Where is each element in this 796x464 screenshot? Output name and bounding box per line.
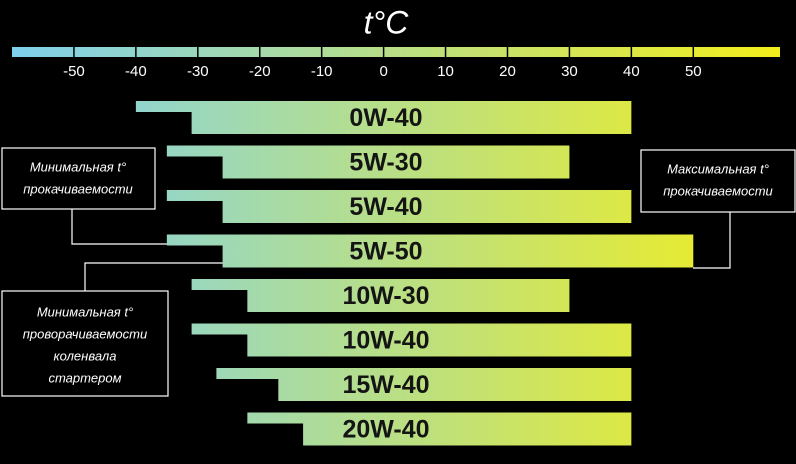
range-bar xyxy=(191,279,570,312)
x-tick-label: 20 xyxy=(499,63,516,80)
range-bar xyxy=(216,368,632,401)
x-tick-label: 50 xyxy=(685,63,702,80)
range-bar xyxy=(191,323,632,357)
x-tick-label: -40 xyxy=(125,63,147,80)
bar-label: 10W-30 xyxy=(342,282,429,310)
x-tick-label: -30 xyxy=(187,63,209,80)
x-tick-label: 40 xyxy=(623,63,640,80)
annotation-text: стартером xyxy=(48,370,121,385)
range-bar xyxy=(166,190,632,223)
range-bar xyxy=(247,412,632,446)
x-tick-label: 0 xyxy=(379,63,387,80)
annotation-box xyxy=(1,147,156,210)
x-tick-label: -10 xyxy=(311,63,333,80)
bar-label: 5W-50 xyxy=(349,238,422,266)
x-tick-label: 10 xyxy=(437,63,454,80)
annotation-text: прокачиваемости xyxy=(23,181,133,196)
annotation-text: Максимальная t° xyxy=(667,161,769,176)
bar-label: 5W-30 xyxy=(349,149,422,177)
range-bar xyxy=(135,101,632,134)
annotation-text: Минимальная t° xyxy=(37,304,133,319)
annotation-text: прокачиваемости xyxy=(663,183,773,198)
bar-label: 5W-40 xyxy=(349,193,422,221)
bar-label: 20W-40 xyxy=(342,416,429,444)
temperature-scale xyxy=(12,47,780,57)
chart-title: t°C xyxy=(364,4,410,40)
connector xyxy=(84,262,224,291)
annotation-text: проворачиваемости xyxy=(23,326,147,341)
annotation-box xyxy=(1,290,169,397)
bar-label: 15W-40 xyxy=(342,371,429,399)
annotation-box xyxy=(640,149,796,213)
x-tick-label: -50 xyxy=(63,63,85,80)
range-bar xyxy=(166,145,570,179)
bar-label: 0W-40 xyxy=(349,104,422,132)
range-bar xyxy=(166,234,694,268)
connector xyxy=(71,209,167,245)
annotation-text: Минимальная t° xyxy=(30,159,126,174)
annotation-text: коленвала xyxy=(54,348,117,363)
x-tick-label: -20 xyxy=(249,63,271,80)
connector xyxy=(693,212,731,269)
bar-label: 10W-40 xyxy=(342,327,429,355)
x-tick-label: 30 xyxy=(561,63,578,80)
